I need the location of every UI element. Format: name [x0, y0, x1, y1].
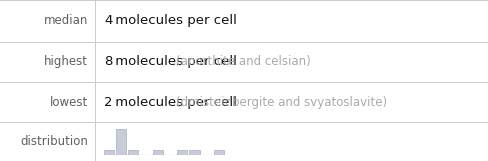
Bar [116, 129, 126, 155]
Bar [152, 150, 163, 155]
Text: highest: highest [44, 56, 88, 68]
Text: lowest: lowest [50, 96, 88, 109]
Text: (anorthite and celsian): (anorthite and celsian) [175, 56, 310, 68]
Text: molecules per cell: molecules per cell [110, 14, 236, 27]
Bar [189, 150, 199, 155]
Text: median: median [43, 14, 88, 27]
Text: molecules per cell: molecules per cell [110, 96, 236, 109]
Text: 4: 4 [104, 14, 112, 27]
Text: 8: 8 [104, 56, 112, 68]
Bar [128, 150, 138, 155]
Text: distribution: distribution [20, 135, 88, 148]
Text: molecules per cell: molecules per cell [110, 56, 236, 68]
Text: (dmisteinbergite and svyatoslavite): (dmisteinbergite and svyatoslavite) [175, 96, 386, 109]
Text: 2: 2 [104, 96, 112, 109]
Bar [177, 150, 187, 155]
Bar [103, 150, 114, 155]
Bar [213, 150, 224, 155]
